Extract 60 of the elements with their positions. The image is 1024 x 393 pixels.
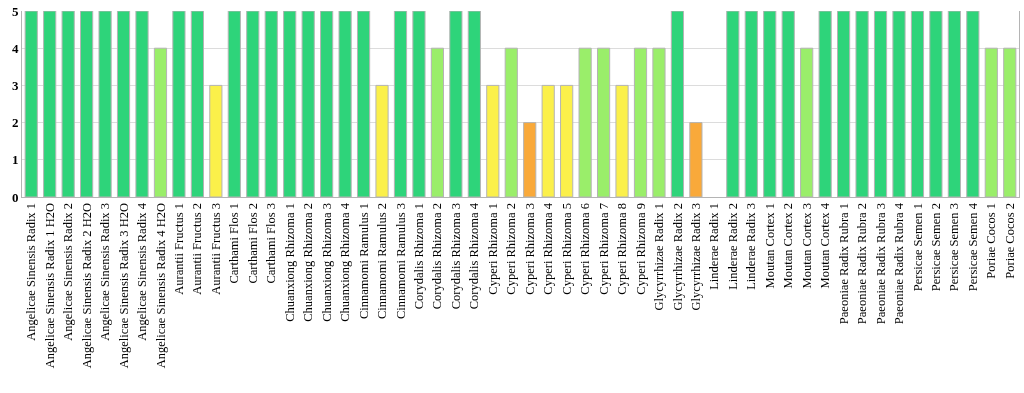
x-tick-label: Aurantii Fructus 3 bbox=[208, 203, 223, 295]
x-tick-label: Cyperi Rhizoma 1 bbox=[485, 203, 500, 295]
x-tick-label: Cyperi Rhizoma 2 bbox=[504, 203, 519, 295]
x-tick-label: Cinnamomi Ramulus 2 bbox=[375, 203, 390, 319]
x-tick-label: Chuanxiong Rhizoma 3 bbox=[319, 203, 334, 322]
x-tick-label: Corydalis Rhizoma 4 bbox=[467, 202, 482, 310]
x-tick-label: Moutan Cortex 1 bbox=[762, 203, 777, 289]
x-tick-label: Angelicae Sinensis Radix 1 bbox=[24, 203, 39, 341]
x-tick-label: Aurantii Fructus 1 bbox=[172, 203, 186, 295]
x-tick-label: Linderae Radix 1 bbox=[707, 203, 722, 290]
x-tick-label: Corydalis Rhizoma 2 bbox=[430, 203, 445, 310]
x-tick-label: Aurantii Fructus 2 bbox=[190, 203, 205, 295]
y-tick-label: 1 bbox=[11, 152, 19, 168]
x-tick-label: Paeoniae Radix Rubra 4 bbox=[892, 202, 907, 325]
x-tick-label: Carthami Flos 3 bbox=[264, 203, 279, 284]
x-tick-label: Persicae Semen 4 bbox=[965, 202, 980, 292]
x-tick-label: Angelicae Sinensis Radix 2 bbox=[61, 203, 76, 341]
y-tick-label: 4 bbox=[11, 40, 19, 56]
x-tick-label: Angelicae Sinensis Radix 3 H2O bbox=[116, 203, 131, 369]
x-tick-label: Angelicae Sinensis Radix 4 bbox=[135, 202, 150, 341]
x-tick-label: Carthami Flos 2 bbox=[245, 203, 260, 284]
x-tick-label: Linderae Radix 3 bbox=[744, 203, 759, 290]
x-tick-label: Cyperi Rhizoma 9 bbox=[633, 203, 648, 295]
x-tick-label: Poriae Cocos 2 bbox=[1002, 203, 1017, 279]
x-tick-label: Corydalis Rhizoma 1 bbox=[412, 203, 427, 310]
x-tick-label: Chuanxiong Rhizoma 2 bbox=[301, 203, 316, 322]
x-tick-label: Cyperi Rhizoma 5 bbox=[559, 203, 574, 295]
x-tick-label: Glycyrrhizae Radix 3 bbox=[688, 203, 703, 311]
y-tick-label: 0 bbox=[11, 189, 19, 205]
x-tick-label: Paeoniae Radix Rubra 3 bbox=[873, 203, 888, 325]
x-tick-label: Angelicae Sinensis Radix 1 H2O bbox=[42, 203, 57, 369]
x-tick-label: Paeoniae Radix Rubra 1 bbox=[836, 203, 851, 325]
x-tick-label: Angelicae Sinensis Radix 3 bbox=[98, 203, 113, 341]
x-tick-label: Glycyrrhizae Radix 2 bbox=[670, 203, 685, 311]
y-tick-label: 2 bbox=[11, 115, 19, 131]
x-tick-label: Corydalis Rhizoma 3 bbox=[448, 203, 463, 310]
x-tick-label: Carthami Flos 1 bbox=[227, 203, 242, 284]
x-tick-label: Angelicae Sinensis Radix 4 H2O bbox=[153, 203, 168, 369]
x-tick-label: Cyperi Rhizoma 3 bbox=[522, 203, 537, 295]
y-tick-label: 5 bbox=[11, 3, 19, 19]
x-tick-label: Persicae Semen 3 bbox=[947, 203, 962, 292]
x-tick-label: Moutan Cortex 4 bbox=[818, 202, 833, 289]
x-tick-label: Linderae Radix 2 bbox=[725, 203, 740, 290]
x-tick-label: Cyperi Rhizoma 6 bbox=[578, 203, 593, 295]
x-tick-label: Moutan Cortex 3 bbox=[799, 203, 814, 289]
x-tick-label: Paeoniae Radix Rubra 2 bbox=[855, 203, 870, 325]
x-tick-label: Angelicae Sinensis Radix 2 H2O bbox=[79, 203, 94, 369]
x-tick-label: Cyperi Rhizoma 8 bbox=[615, 203, 630, 295]
x-tick-label: Glycyrrhizae Radix 1 bbox=[652, 203, 667, 311]
x-tick-label: Chuanxiong Rhizoma 1 bbox=[282, 203, 297, 322]
x-tick-label: Cinnamomi Ramulus 1 bbox=[356, 203, 371, 319]
x-tick-label: Moutan Cortex 2 bbox=[781, 203, 796, 289]
x-tick-label: Chuanxiong Rhizoma 4 bbox=[338, 202, 353, 322]
x-tick-label: Persicae Semen 2 bbox=[928, 203, 943, 292]
x-tick-label: Cyperi Rhizoma 7 bbox=[596, 203, 611, 295]
x-tick-label: Poriae Cocos 1 bbox=[984, 203, 999, 279]
x-tick-label: Cinnamomi Ramulus 3 bbox=[393, 203, 408, 319]
y-tick-label: 3 bbox=[11, 77, 19, 93]
x-tick-label: Persicae Semen 1 bbox=[910, 203, 925, 292]
x-tick-label: Cyperi Rhizoma 4 bbox=[541, 202, 556, 295]
